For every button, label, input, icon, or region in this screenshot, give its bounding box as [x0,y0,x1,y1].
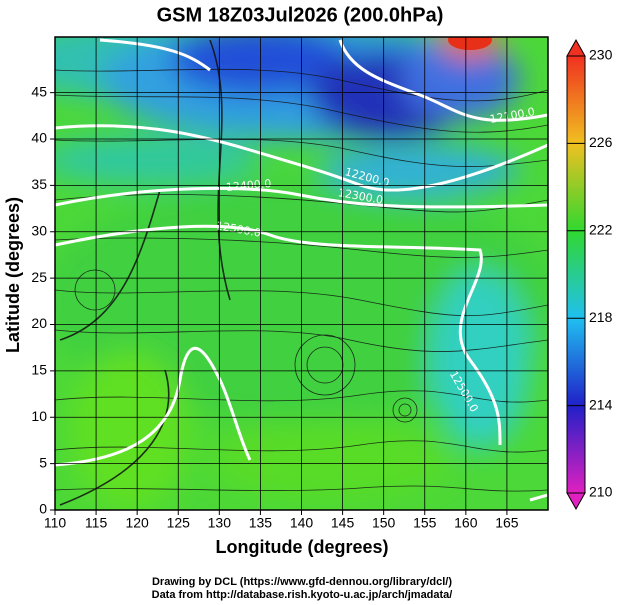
y-tick-label: 20 [31,315,47,331]
y-axis-label: Latitude (degrees) [3,197,23,353]
colorbar-arrow [566,38,586,57]
map-title: GSM 18Z03Jul2026 (200.0hPa) [157,4,444,26]
y-tick-label: 30 [31,222,47,238]
x-tick-label: 155 [413,515,437,531]
credit: Drawing by DCL (https://www.gfd-dennou.o… [152,576,452,588]
credit: Data from http://database.rish.kyoto-u.a… [152,589,453,601]
plot-frame [54,36,549,511]
x-tick-label: 145 [331,515,355,531]
x-tick-label: 130 [208,515,232,531]
y-tick-label: 45 [31,83,47,99]
colorbar-tick-label: 218 [589,309,613,325]
colorbar-tick-label: 230 [589,47,613,63]
x-axis-label: Longitude (degrees) [215,537,388,557]
colorbar-tick-label: 210 [589,484,613,500]
colorbar-tick-label: 214 [589,396,613,412]
x-tick-label: 135 [249,515,273,531]
colorbar-arrow [566,492,586,511]
colorbar-body [566,55,586,494]
x-tick-label: 150 [372,515,396,531]
y-tick-label: 5 [39,454,47,470]
x-tick-label: 125 [167,515,191,531]
colorbar-tick-label: 222 [589,222,613,238]
x-tick-label: 165 [495,515,519,531]
y-tick-label: 10 [31,408,47,424]
y-tick-label: 0 [39,501,47,517]
field: 12100.0 12200.0 12300.0 12400.0 12500.0 … [55,37,548,510]
x-tick-label: 110 [44,515,67,531]
colorbar-tick-label: 226 [589,134,613,150]
colorbar: 210 214 218 222 226 230 [566,38,613,511]
y-tick-label: 35 [31,176,47,192]
x-tick-label: 160 [454,515,478,531]
x-tick-label: 120 [125,515,149,531]
y-tick-label: 15 [31,362,47,378]
x-tick-label: 115 [85,515,108,531]
x-tick-label: 140 [290,515,314,531]
y-tick-label: 25 [31,269,47,285]
y-tick-label: 40 [31,130,47,146]
